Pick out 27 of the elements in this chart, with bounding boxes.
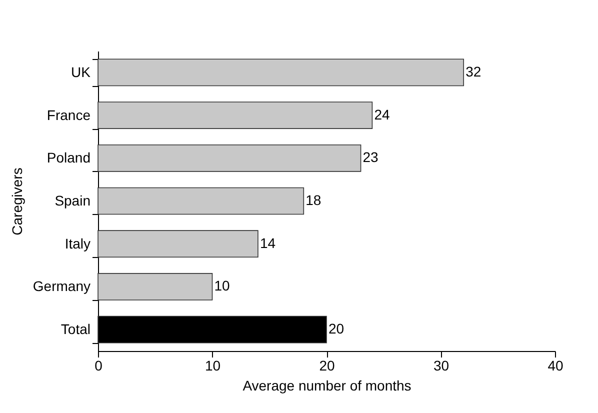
data-label: 18 [306,192,322,208]
bar [98,187,304,215]
y-tick-label: Total [60,321,90,338]
y-tick-label: Spain [54,192,90,208]
y-tick-label: France [46,106,91,123]
y-tick-label: Germany [32,278,90,294]
y-tick-label: Poland [46,150,90,166]
bar [98,230,258,258]
data-label: 23 [362,149,379,166]
data-label: 32 [466,63,482,80]
data-label: 20 [328,320,344,337]
data-label: 10 [214,278,230,294]
x-tick-label: 20 [319,358,335,374]
bar [98,102,373,129]
bar [98,58,464,86]
y-tick-label: Italy [64,235,90,252]
x-tick-label: 40 [548,358,564,374]
bar [98,273,213,300]
x-tick-label: 0 [94,358,103,374]
y-tick-label: UK [71,64,92,80]
x-tick-label: 10 [204,358,221,374]
data-label: 24 [374,106,390,122]
x-tick-label: 30 [433,358,450,374]
y-axis-title: Caregivers [8,168,25,236]
data-label: 14 [260,234,276,251]
bar [98,144,362,172]
x-axis-title: Average number of months [242,378,412,394]
